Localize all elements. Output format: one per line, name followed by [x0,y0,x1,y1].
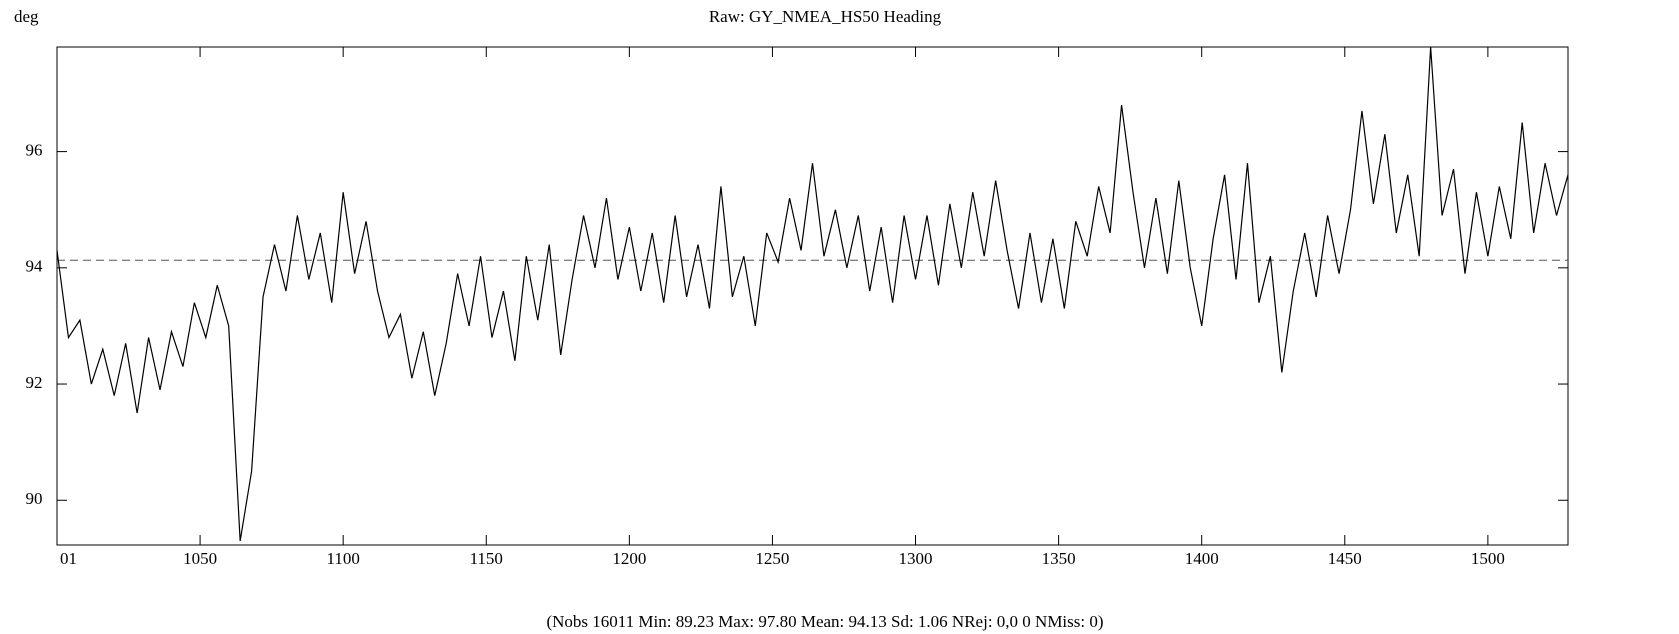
x-tick-label: 1050 [183,549,217,568]
chart-title: Raw: GY_NMEA_HS50 Heading [709,7,942,26]
x-tick-label: 1300 [899,549,933,568]
y-tick-label: 90 [26,489,43,508]
plot-frame [56,46,1569,546]
x-tick-label: 1500 [1471,549,1505,568]
y-tick-label: 94 [26,257,44,276]
x-tick-label: 01 [60,549,77,568]
x-tick-label: 1400 [1185,549,1219,568]
y-axis-label: deg [14,7,39,26]
x-tick-label: 1200 [612,549,646,568]
x-tick-label: 1250 [755,549,789,568]
x-tick-label: 1450 [1328,549,1362,568]
x-tick-label: 1350 [1042,549,1076,568]
y-tick-label: 92 [26,373,43,392]
data-line [56,46,1569,542]
x-tick-label: 1150 [470,549,503,568]
y-tick-label: 96 [26,141,43,160]
x-tick-label: 1100 [326,549,359,568]
stats-footer: (Nobs 16011 Min: 89.23 Max: 97.80 Mean: … [546,612,1103,631]
